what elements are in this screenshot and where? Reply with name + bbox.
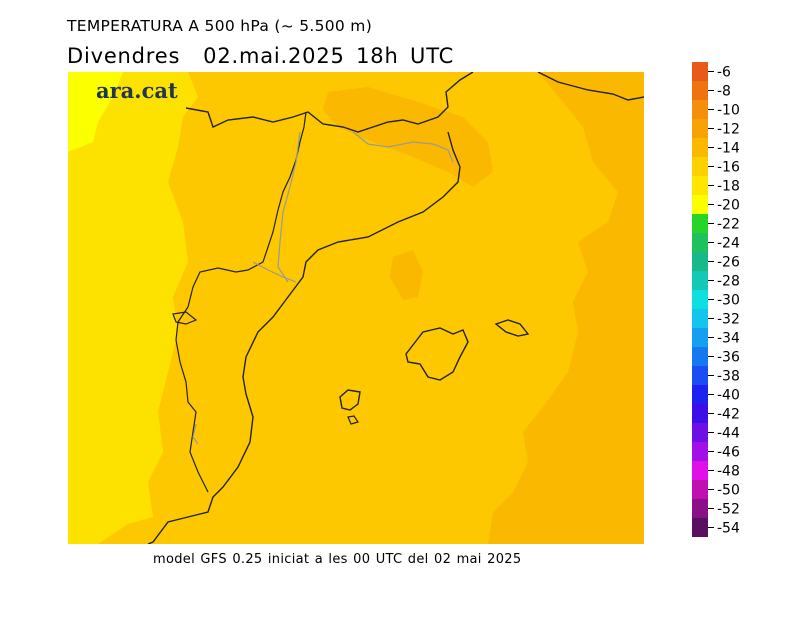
legend-swatch	[692, 233, 708, 252]
legend-swatch	[692, 309, 708, 328]
legend-label: -28	[717, 274, 740, 290]
legend-label: -46	[717, 445, 740, 461]
legend-label: -12	[717, 122, 740, 138]
legend-label: -14	[717, 141, 740, 157]
legend-label: -16	[717, 160, 740, 176]
legend-label: -8	[717, 84, 731, 100]
legend-label: -54	[717, 521, 740, 537]
legend-swatch	[692, 62, 708, 81]
legend-label: -44	[717, 426, 740, 442]
coast-detail	[172, 311, 198, 325]
map-svg	[68, 72, 644, 544]
legend-swatch	[692, 100, 708, 119]
model-run-caption: model GFS 0.25 iniciat a les 00 UTC del …	[153, 552, 522, 567]
legend-swatch	[692, 423, 708, 442]
legend-swatch	[692, 442, 708, 461]
legend-swatch	[692, 138, 708, 157]
legend-label: -36	[717, 350, 740, 366]
legend-swatch	[692, 290, 708, 309]
color-legend: -6 -8 -10 -12 -14 -16 -18 -20 -22 -24 -26 -28 -30 -32…	[692, 60, 792, 560]
legend-label: -42	[717, 407, 740, 423]
legend-swatch	[692, 252, 708, 271]
legend-label: -20	[717, 198, 740, 214]
legend-label: -32	[717, 312, 740, 328]
coast-france-east	[537, 72, 644, 101]
legend-swatch	[692, 271, 708, 290]
legend-label: -18	[717, 179, 740, 195]
coast-france	[185, 72, 474, 133]
legend-swatch	[692, 176, 708, 195]
coast-catalonia-valencia	[147, 131, 461, 544]
border-inland	[175, 111, 307, 493]
legend-swatch	[692, 499, 708, 518]
legend-swatch	[692, 119, 708, 138]
island-ibiza	[339, 389, 361, 411]
island-menorca	[494, 319, 530, 337]
legend-swatch	[692, 366, 708, 385]
field-warm-pyrenees	[323, 87, 493, 187]
legend-label: -48	[717, 464, 740, 480]
legend-svg: -6 -8 -10 -12 -14 -16 -18 -20 -22 -24 -26 -28 -30 -32…	[692, 62, 740, 537]
island-formentera	[347, 415, 359, 425]
legend-label: -52	[717, 502, 740, 518]
field-cool-west	[68, 72, 198, 544]
legend-swatch	[692, 385, 708, 404]
chart-title: TEMPERATURA A 500 hPa (~ 5.500 m)	[67, 17, 373, 35]
legend-label: -40	[717, 388, 740, 404]
legend-swatch	[692, 157, 708, 176]
legend-label: -34	[717, 331, 740, 347]
chart-subtitle-date: Divendres 02.mai.2025 18h UTC	[67, 44, 455, 68]
legend-swatch	[692, 518, 708, 537]
legend-label: -24	[717, 236, 740, 252]
border-catalonia-aragon	[277, 131, 301, 283]
field-warm-region	[488, 72, 644, 544]
legend-swatch	[692, 81, 708, 100]
legend-label: -10	[717, 103, 740, 119]
legend-label: -26	[717, 255, 740, 271]
legend-swatch	[692, 461, 708, 480]
legend-label: -38	[717, 369, 740, 385]
field-coldest-nw	[68, 72, 123, 152]
legend-label: -30	[717, 293, 740, 309]
legend-label: -50	[717, 483, 740, 499]
border-regional	[252, 261, 297, 283]
legend-swatch	[692, 347, 708, 366]
island-mallorca	[405, 327, 469, 381]
legend-label: -22	[717, 217, 740, 233]
legend-swatch	[692, 195, 708, 214]
legend-swatch	[692, 404, 708, 423]
border-valencia	[192, 423, 199, 445]
legend-swatch	[692, 214, 708, 233]
legend-swatch	[692, 480, 708, 499]
border-france-spain	[352, 131, 454, 163]
legend-label: -6	[717, 65, 731, 81]
ara-cat-logo: ara.cat	[96, 78, 178, 103]
temperature-map	[68, 72, 644, 544]
legend-swatch	[692, 328, 708, 347]
field-warm-islet	[390, 250, 423, 300]
